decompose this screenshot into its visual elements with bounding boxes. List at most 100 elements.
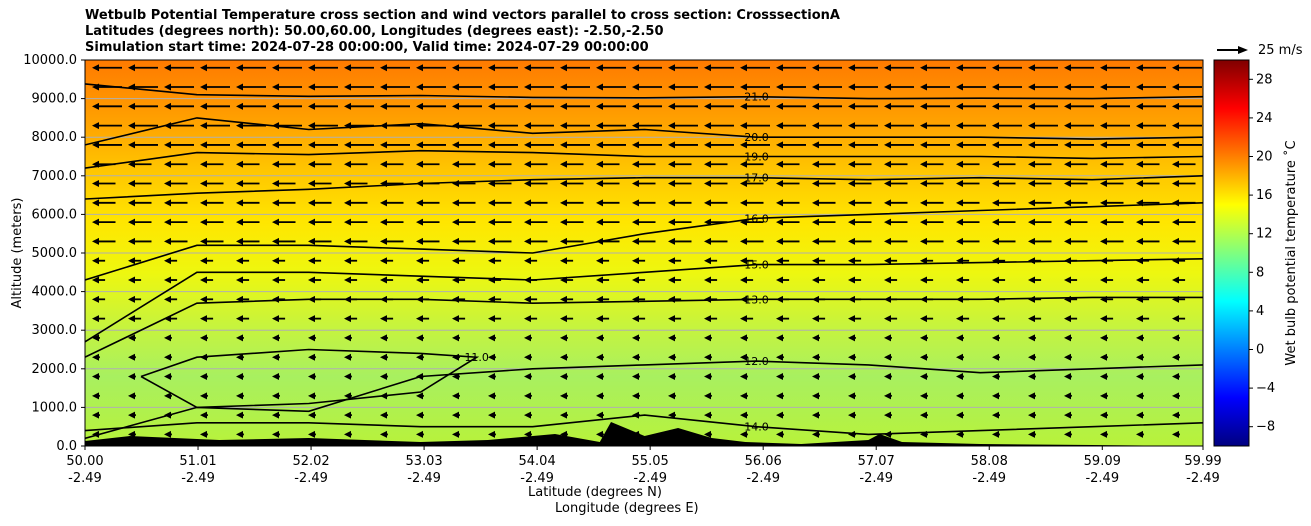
wind-vector	[236, 160, 260, 168]
wind-vector	[272, 295, 286, 303]
wind-vector	[560, 199, 584, 207]
wind-vector	[740, 315, 754, 323]
contour-line-11.0	[140, 348, 480, 409]
wind-vector	[1064, 160, 1088, 168]
wind-vector	[128, 334, 136, 342]
wind-vector	[884, 334, 892, 342]
wind-vector	[1136, 199, 1160, 207]
wind-vector	[668, 83, 698, 91]
wind-vector	[1136, 64, 1166, 72]
wind-vector	[524, 237, 548, 245]
wind-vector	[1136, 392, 1144, 400]
wind-vector	[416, 276, 430, 284]
wind-vector	[92, 122, 122, 130]
wind-vector	[380, 199, 404, 207]
wind-vector	[92, 295, 106, 303]
wind-vector	[1028, 315, 1042, 323]
wind-vector	[596, 276, 610, 284]
wind-vector	[1136, 218, 1160, 226]
wind-vector	[524, 373, 532, 381]
wind-vector	[920, 102, 950, 110]
wind-vector	[1136, 237, 1160, 245]
wind-vector	[164, 392, 172, 400]
wind-vector	[1136, 353, 1144, 361]
wind-vector	[1172, 411, 1180, 419]
wind-vector	[704, 392, 712, 400]
wind-vector	[1100, 373, 1108, 381]
wind-vector	[272, 373, 280, 381]
wind-vector	[632, 257, 646, 265]
wind-vector	[380, 160, 404, 168]
wind-vector	[272, 334, 280, 342]
wind-vector	[704, 373, 712, 381]
wind-vector	[1136, 83, 1166, 91]
wind-vector	[704, 430, 712, 438]
wind-vector	[128, 373, 136, 381]
wind-vector	[1064, 257, 1078, 265]
contour-line-20.0	[85, 117, 1203, 146]
wind-vector	[1172, 102, 1202, 110]
wind-vector	[1064, 237, 1088, 245]
wind-vector	[380, 141, 410, 149]
wind-vector	[272, 392, 280, 400]
wind-vector	[956, 64, 986, 72]
wind-vector	[272, 315, 286, 323]
wind-vector	[776, 295, 790, 303]
wind-vector	[920, 411, 928, 419]
wind-vector	[128, 257, 142, 265]
wind-vector	[740, 141, 770, 149]
x-tick-label-lon: -2.49	[633, 471, 667, 486]
wind-vector	[488, 411, 496, 419]
wind-vector	[200, 122, 230, 130]
wind-vector	[200, 373, 208, 381]
wind-vector	[236, 218, 260, 226]
wind-vector	[236, 295, 250, 303]
wind-vector	[524, 160, 548, 168]
wind-vector	[812, 122, 842, 130]
wind-vector	[740, 257, 754, 265]
wind-vector	[164, 334, 172, 342]
wind-vector	[308, 180, 332, 188]
wind-vector	[200, 237, 224, 245]
wind-vector	[380, 276, 394, 284]
wind-vector	[776, 64, 806, 72]
wind-vector	[920, 430, 928, 438]
wind-vector	[560, 373, 568, 381]
wind-vector	[1028, 295, 1042, 303]
wind-vector	[416, 102, 446, 110]
wind-vector	[524, 430, 532, 438]
wind-vector	[200, 83, 230, 91]
wind-vector	[848, 64, 878, 72]
wind-vector	[452, 83, 482, 91]
wind-vector	[704, 64, 734, 72]
wind-vector	[452, 257, 466, 265]
wind-vector	[1100, 430, 1108, 438]
colorbar-tick-label: 28	[1256, 72, 1273, 87]
wind-vector	[668, 102, 698, 110]
wind-vector	[236, 315, 250, 323]
y-tick-label: 7000.0	[32, 169, 78, 184]
wind-vector	[92, 257, 106, 265]
x-tick-label-lon: -2.49	[68, 471, 102, 486]
x-tick-label-lon: -2.49	[181, 471, 215, 486]
wind-vector	[308, 392, 316, 400]
wind-vector	[272, 122, 302, 130]
wind-vector	[128, 218, 152, 226]
wind-vector	[704, 295, 718, 303]
y-tick-label: 10000.0	[23, 53, 77, 68]
wind-vector	[632, 295, 646, 303]
wind-vector	[776, 83, 806, 91]
wind-vector	[1136, 315, 1150, 323]
wind-vector	[740, 373, 748, 381]
wind-vector	[164, 353, 172, 361]
x-tick-label-lat: 59.09	[1084, 454, 1121, 469]
wind-vector	[956, 430, 964, 438]
wind-vector	[92, 334, 100, 342]
wind-vector	[1028, 334, 1036, 342]
wind-vector	[920, 353, 928, 361]
wind-vector	[1028, 141, 1058, 149]
wind-vector	[308, 122, 338, 130]
wind-vector	[308, 295, 322, 303]
wind-vector	[1100, 392, 1108, 400]
wind-vector	[272, 160, 296, 168]
